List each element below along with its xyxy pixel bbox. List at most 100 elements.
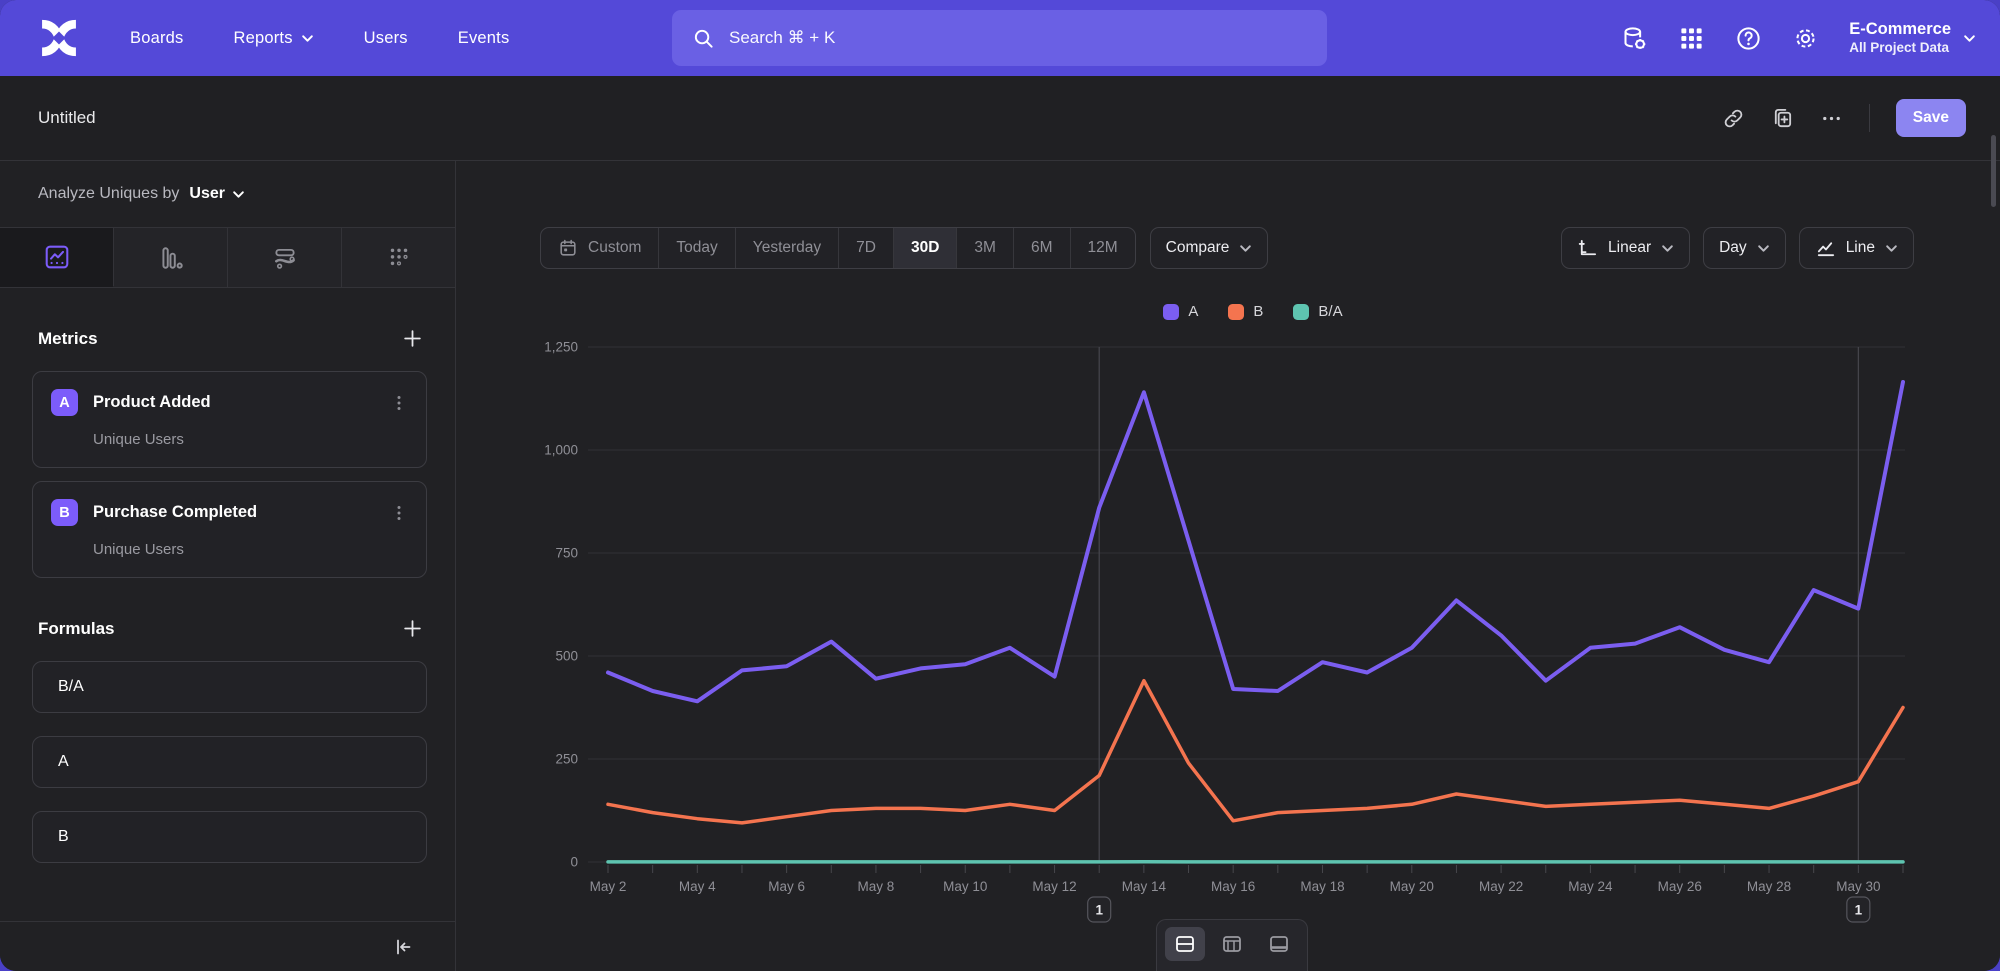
chart-and-table-view-button[interactable] <box>1165 927 1205 961</box>
nav-item-users[interactable]: Users <box>364 29 408 48</box>
help-icon[interactable] <box>1735 25 1762 52</box>
x-axis-tick-label: May 12 <box>1032 879 1076 894</box>
search-placeholder: Search ⌘ + K <box>729 28 836 47</box>
nav-item-label: Users <box>363 28 408 47</box>
y-axis-tick-label: 750 <box>555 546 578 561</box>
nav-item-reports[interactable]: Reports <box>233 29 313 48</box>
date-range-7d[interactable]: 7D <box>839 228 894 268</box>
data-management-icon[interactable] <box>1621 25 1648 52</box>
y-axis-tick-label: 1,250 <box>544 340 578 355</box>
settings-gear-icon[interactable] <box>1792 25 1819 52</box>
series-line-a[interactable] <box>606 380 1905 704</box>
tab-insights-line[interactable] <box>0 228 114 287</box>
search-icon <box>694 29 713 48</box>
tab-bar-chart[interactable] <box>114 228 228 287</box>
nav-item-label: Reports <box>233 28 293 47</box>
collapse-sidebar-icon[interactable] <box>393 937 413 957</box>
nav-item-boards[interactable]: Boards <box>130 29 183 48</box>
formula-card[interactable]: A <box>32 736 427 788</box>
project-scope: All Project Data <box>1849 39 1949 55</box>
copy-link-icon[interactable] <box>1722 107 1745 130</box>
legend-label: A <box>1188 303 1199 320</box>
legend-item-b[interactable]: B <box>1228 303 1263 320</box>
chart-style-dropdown[interactable]: Line <box>1798 227 1914 269</box>
date-range-6m[interactable]: 6M <box>1014 228 1071 268</box>
project-selector[interactable]: E-Commerce All Project Data <box>1849 19 1976 57</box>
table-view-button[interactable] <box>1212 927 1252 961</box>
compare-dropdown[interactable]: Compare <box>1149 227 1269 269</box>
kebab-menu-icon[interactable] <box>390 394 408 412</box>
compare-label: Compare <box>1165 239 1230 256</box>
legend-item-a[interactable]: A <box>1163 303 1198 320</box>
scale-label: Linear <box>1608 239 1652 256</box>
chevron-down-icon <box>301 34 313 42</box>
calendar-icon <box>560 239 576 256</box>
date-range-label: Custom <box>588 239 642 256</box>
legend-swatch <box>1293 303 1310 320</box>
annotation-badge-label: 1 <box>1095 903 1103 918</box>
chart-only-view-icon <box>1270 936 1288 952</box>
metric-aggregation[interactable]: Unique Users <box>93 431 184 448</box>
date-range-label: 3M <box>974 239 996 256</box>
date-range-label: 12M <box>1087 239 1118 256</box>
formula-card[interactable]: B <box>32 811 427 863</box>
line-chart[interactable]: 0 250 500 750 1,000 1,250 1 1 May 2 May 4 May 6 May… <box>520 331 1980 971</box>
add-formula-button[interactable] <box>402 618 423 639</box>
metric-letter-badge: B <box>51 499 78 526</box>
save-button[interactable]: Save <box>1895 99 1966 137</box>
x-axis-tick-label: May 6 <box>768 879 805 894</box>
project-name: E-Commerce <box>1849 20 1951 39</box>
metric-card-b[interactable]: B Purchase Completed Unique Users <box>32 481 427 578</box>
metric-card-a[interactable]: A Product Added Unique Users <box>32 371 427 468</box>
date-range-3m[interactable]: 3M <box>957 228 1014 268</box>
search-input[interactable]: Search ⌘ + K <box>672 10 1327 66</box>
series-line-b[interactable] <box>606 678 1905 825</box>
report-actions: Save <box>1722 99 1966 137</box>
annotation-badge[interactable] <box>1087 896 1112 923</box>
y-axis-tick-label: 250 <box>555 752 578 767</box>
date-range-custom[interactable]: Custom <box>541 228 660 268</box>
date-range-yesterday[interactable]: Yesterday <box>736 228 840 268</box>
add-metric-button[interactable] <box>402 328 423 349</box>
tab-flows[interactable] <box>228 228 342 287</box>
chart-and-table-view-icon <box>1176 936 1194 952</box>
interval-dropdown[interactable]: Day <box>1703 227 1786 269</box>
more-ellipsis-icon[interactable] <box>1820 107 1843 130</box>
chart-legend: A B B/A <box>606 303 1900 320</box>
x-axis-tick-label: May 26 <box>1658 879 1702 894</box>
formula-card[interactable]: B/A <box>32 661 427 713</box>
analyze-by-dropdown[interactable]: User <box>189 185 245 203</box>
report-title[interactable]: Untitled <box>38 108 96 127</box>
view-layout-toolbar <box>1156 919 1308 971</box>
scrollbar-thumb[interactable] <box>1991 135 1996 207</box>
chevron-down-icon <box>1964 34 1975 42</box>
chevron-down-icon <box>1886 244 1897 252</box>
x-axis-tick-label: May 14 <box>1122 879 1167 894</box>
legend-swatch <box>1163 303 1180 320</box>
retention-dots-icon <box>390 248 408 265</box>
legend-item-b-a[interactable]: B/A <box>1293 303 1343 320</box>
mixpanel-logo-icon[interactable] <box>34 18 84 58</box>
date-range-label: 7D <box>856 239 876 256</box>
y-axis-tick-label: 0 <box>570 855 578 870</box>
date-range-12m[interactable]: 12M <box>1071 228 1135 268</box>
apps-grid-icon[interactable] <box>1678 25 1705 52</box>
annotation-badge[interactable] <box>1846 896 1871 923</box>
date-range-30d[interactable]: 30D <box>893 228 958 268</box>
chart-panel: Custom Today Yesterday 7D 30D 3M 6M 12M Compare… <box>456 161 2000 971</box>
metric-name: Purchase Completed <box>93 503 258 521</box>
nav-item-events[interactable]: Events <box>458 29 510 48</box>
metric-aggregation[interactable]: Unique Users <box>93 541 184 558</box>
flows-icon <box>274 248 295 269</box>
chart-only-view-button[interactable] <box>1259 927 1299 961</box>
tab-retention[interactable] <box>342 228 455 287</box>
x-axis-tick-label: May 10 <box>943 879 987 894</box>
chart-type-tabs <box>0 228 455 288</box>
kebab-menu-icon[interactable] <box>390 504 408 522</box>
bar-chart-icon <box>161 246 183 269</box>
duplicate-icon[interactable] <box>1771 107 1794 130</box>
scale-dropdown[interactable]: Linear <box>1561 227 1691 269</box>
x-axis-tick-label: May 18 <box>1300 879 1344 894</box>
date-range-today[interactable]: Today <box>659 228 736 268</box>
x-axis-tick-label: May 30 <box>1836 879 1880 894</box>
